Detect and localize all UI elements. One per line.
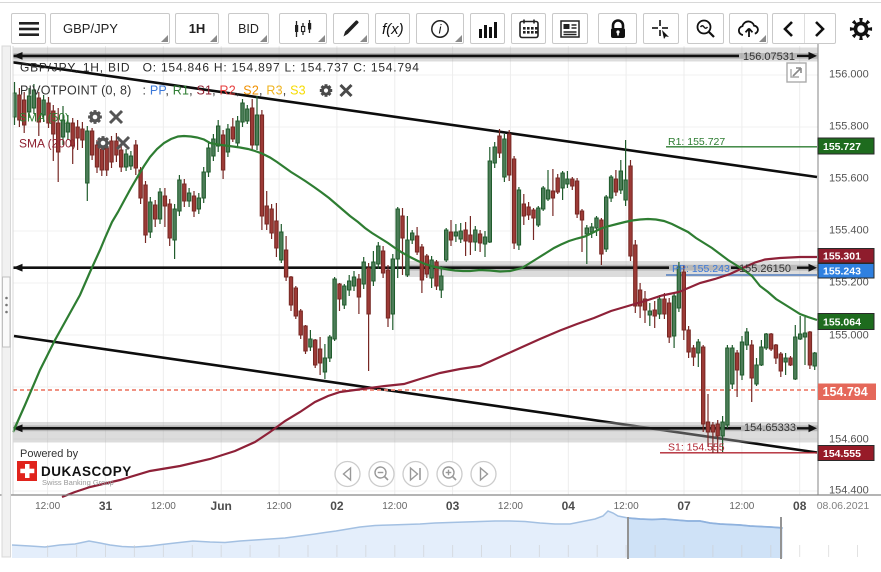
svg-text:R1: 155.727: R1: 155.727 (668, 136, 725, 148)
svg-text:12:00: 12:00 (614, 501, 639, 512)
svg-text:Swiss Banking Group: Swiss Banking Group (42, 478, 114, 487)
svg-text:154.65333: 154.65333 (744, 422, 796, 434)
svg-text:DUKASCOPY: DUKASCOPY (41, 464, 132, 479)
svg-text:03: 03 (446, 499, 460, 513)
svg-text:154.794: 154.794 (823, 385, 868, 399)
svg-text:04: 04 (562, 499, 576, 513)
svg-text:S1: 154.555: S1: 154.555 (668, 442, 725, 454)
svg-text:12:00: 12:00 (267, 501, 292, 512)
svg-text:154.555: 154.555 (823, 448, 861, 460)
svg-text:GBP/JPY, 1H, BID O: 154.846: GBP/JPY, 1H, BID O: 154.846 H: 154.897 L… (20, 61, 420, 75)
svg-text:02: 02 (330, 499, 344, 513)
svg-text:08.06.2021: 08.06.2021 (817, 500, 870, 512)
svg-text:155.400: 155.400 (829, 224, 869, 236)
svg-text:12:00: 12:00 (382, 501, 407, 512)
svg-text:156.000: 156.000 (829, 68, 869, 80)
svg-text:155.301: 155.301 (823, 251, 861, 263)
svg-text:SMA (200): SMA (200) (19, 137, 76, 151)
svg-text:155.800: 155.800 (829, 120, 869, 132)
svg-text:154.600: 154.600 (829, 433, 869, 445)
svg-text:f(x): f(x) (382, 21, 404, 38)
svg-text:31: 31 (99, 499, 113, 513)
svg-text:12:00: 12:00 (35, 501, 60, 512)
svg-text:08: 08 (793, 499, 807, 513)
svg-text:i: i (439, 22, 443, 36)
svg-text:12:00: 12:00 (729, 501, 754, 512)
svg-text:155.600: 155.600 (829, 172, 869, 184)
svg-text:156.07531: 156.07531 (743, 51, 795, 63)
svg-text:155.000: 155.000 (829, 329, 869, 341)
svg-text:155.727: 155.727 (823, 141, 861, 153)
svg-text:07: 07 (677, 499, 691, 513)
svg-text:SMA (50): SMA (50) (19, 111, 69, 125)
svg-text:Jun: Jun (211, 499, 232, 513)
svg-text:Powered by: Powered by (20, 448, 79, 460)
svg-text:PP: 155.243: PP: 155.243 (672, 263, 730, 275)
svg-text:155.26150: 155.26150 (739, 263, 791, 275)
svg-text:155.243: 155.243 (823, 266, 861, 278)
svg-text:12:00: 12:00 (498, 501, 523, 512)
svg-text:PIVOTPOINT (0, 8) : PP, R1,: PIVOTPOINT (0, 8) : PP, R1, S1, R2, S2, … (20, 84, 306, 98)
svg-text:12:00: 12:00 (151, 501, 176, 512)
svg-text:155.064: 155.064 (823, 316, 861, 328)
svg-text:154.400: 154.400 (829, 484, 869, 496)
svg-text:155.200: 155.200 (829, 276, 869, 288)
